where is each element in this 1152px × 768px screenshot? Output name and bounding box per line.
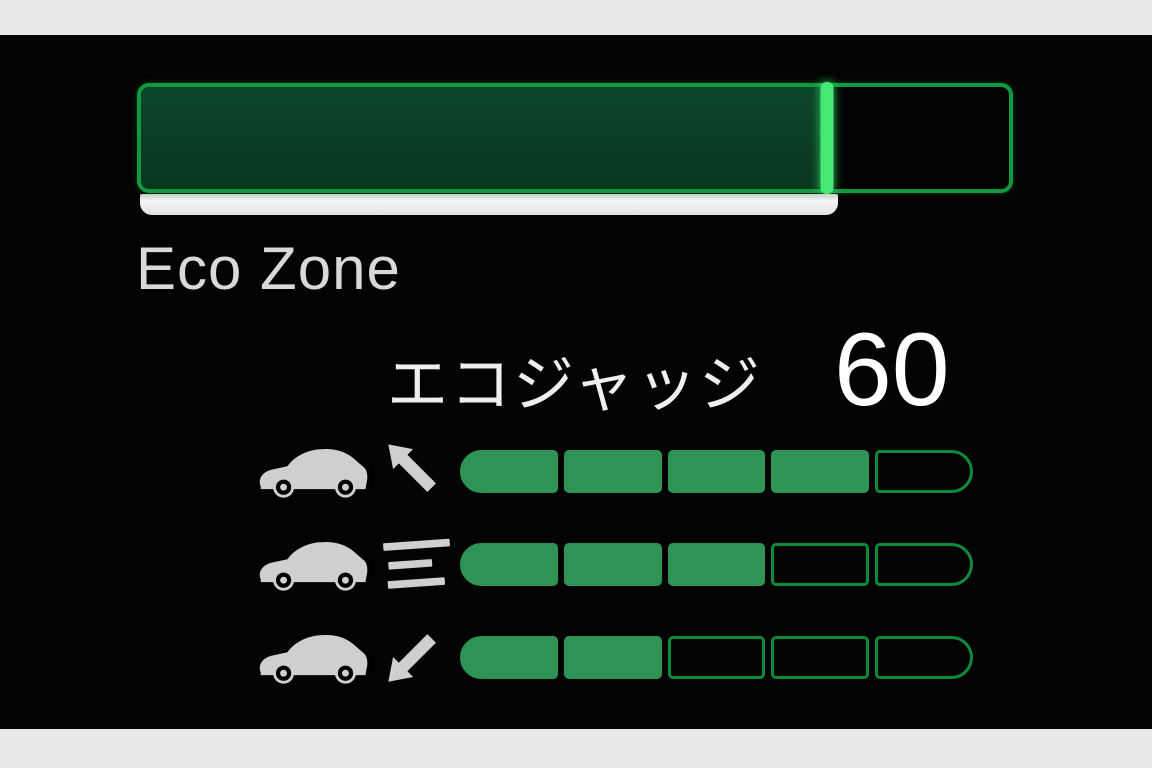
letterbox-bottom <box>0 729 1152 768</box>
meter-segment <box>875 636 973 679</box>
meter-segment <box>563 450 662 493</box>
car-decelerate-icon <box>259 634 436 684</box>
meter-segment <box>667 450 766 493</box>
eco-zone-edge-marker <box>820 82 834 194</box>
meter-segments <box>460 636 973 679</box>
meter-row-deceleration <box>255 622 995 692</box>
meter-segment <box>667 543 766 586</box>
eco-zone-label: Eco Zone <box>136 235 401 302</box>
meter-segment <box>563 543 662 586</box>
meter-row-cruising <box>255 529 995 599</box>
eco-zone-fill <box>141 87 827 189</box>
eco-zone-underline <box>140 194 838 215</box>
car-accelerate-icon <box>259 444 436 498</box>
meter-segment <box>460 450 558 493</box>
meter-segments <box>460 450 973 493</box>
meter-segments <box>460 543 973 586</box>
meter-segment <box>771 543 870 586</box>
eco-zone-bar <box>137 82 1013 194</box>
meter-segment <box>667 636 766 679</box>
meter-segment <box>875 543 973 586</box>
eco-judge-score: 60 <box>833 312 950 428</box>
meter-segment <box>771 636 870 679</box>
eco-judge-row: エコジャッジ 60 <box>387 318 950 427</box>
eco-judge-label: エコジャッジ <box>387 350 762 418</box>
meter-segment <box>563 636 662 679</box>
meter-segment <box>875 450 973 493</box>
meter-segment <box>771 450 870 493</box>
meter-segment <box>460 636 558 679</box>
meter-row-acceleration <box>255 436 995 506</box>
meter-segment <box>460 543 558 586</box>
car-cruise-icon <box>259 538 450 591</box>
letterbox-top <box>0 0 1152 35</box>
